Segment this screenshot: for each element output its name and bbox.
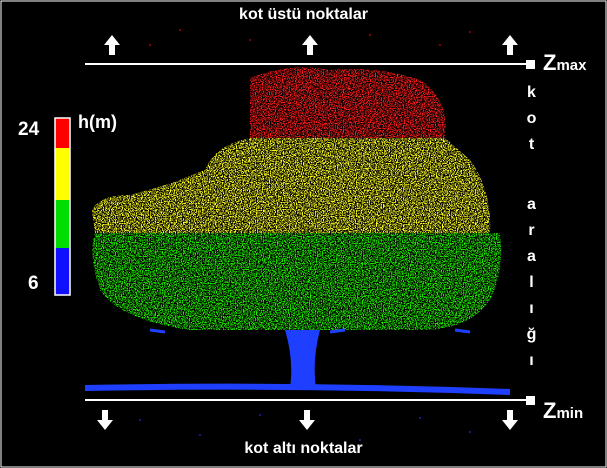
dots-top	[149, 29, 471, 46]
legend-bar	[54, 117, 71, 296]
legend-title: h(m)	[78, 112, 117, 132]
zmin-label: Zmin	[543, 398, 583, 424]
zmin-symbol: Z	[543, 398, 557, 423]
down-arrows	[97, 410, 518, 430]
legend-top: 24	[18, 119, 40, 140]
top-label: kot üstü noktalar	[239, 6, 368, 23]
range-label-second: aralığı	[523, 196, 540, 378]
legend-bottom: 6	[28, 273, 39, 294]
zmax-marker	[526, 60, 535, 69]
zmin-marker	[526, 396, 535, 405]
dots-bottom	[139, 414, 471, 441]
range-label-first: kot	[523, 84, 540, 162]
zmax-symbol: Z	[543, 50, 557, 75]
tree-trunk	[84, 328, 511, 395]
up-arrows	[104, 35, 518, 55]
zmin-sub: min	[556, 405, 584, 422]
bottom-label: kot altı noktalar	[244, 440, 363, 457]
tree-canopy	[92, 67, 502, 330]
zmax-sub: max	[556, 57, 587, 74]
zmax-label: Zmax	[543, 50, 586, 76]
